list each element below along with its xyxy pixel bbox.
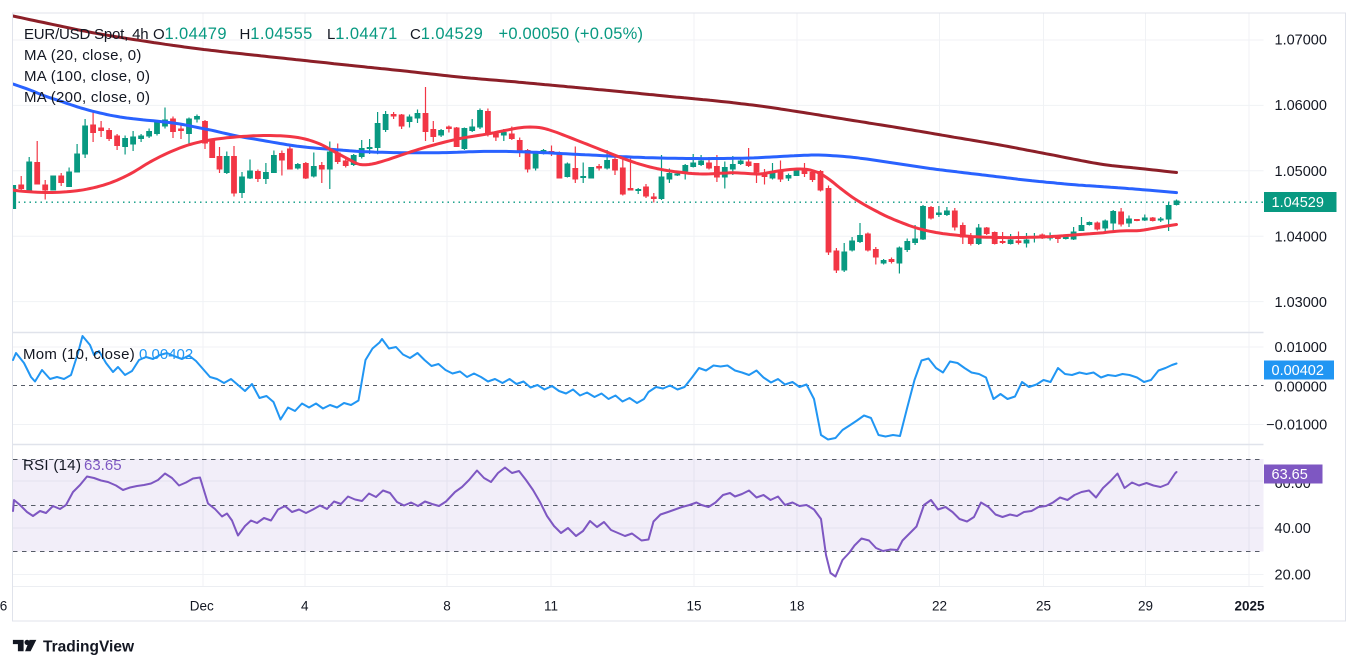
svg-text:−0.01000: −0.01000 bbox=[1266, 418, 1327, 434]
svg-text:1.05000: 1.05000 bbox=[1275, 164, 1327, 180]
svg-text:1.04000: 1.04000 bbox=[1275, 229, 1327, 245]
svg-text:63.65: 63.65 bbox=[1272, 467, 1308, 483]
svg-text:8: 8 bbox=[443, 599, 451, 614]
svg-text:1.03000: 1.03000 bbox=[1275, 295, 1327, 311]
svg-text:63.65: 63.65 bbox=[84, 457, 122, 474]
svg-text:Mom (10, close): Mom (10, close) bbox=[23, 346, 135, 363]
svg-text:6: 6 bbox=[0, 599, 7, 614]
svg-text:22: 22 bbox=[932, 599, 947, 614]
svg-text:29: 29 bbox=[1138, 599, 1153, 614]
svg-text:0.00000: 0.00000 bbox=[1275, 380, 1327, 396]
svg-text:20.00: 20.00 bbox=[1275, 568, 1311, 584]
svg-text:C: C bbox=[410, 26, 421, 43]
svg-text:+0.00050 (+0.05%): +0.00050 (+0.05%) bbox=[499, 25, 644, 43]
svg-text:TradingView: TradingView bbox=[43, 639, 135, 656]
svg-text:RSI (14): RSI (14) bbox=[23, 457, 81, 474]
svg-text:15: 15 bbox=[686, 599, 701, 614]
svg-text:40.00: 40.00 bbox=[1275, 521, 1311, 537]
svg-text:Dec: Dec bbox=[190, 599, 214, 614]
svg-text:18: 18 bbox=[789, 599, 804, 614]
svg-text:H: H bbox=[240, 26, 251, 43]
svg-text:0.00402: 0.00402 bbox=[139, 346, 193, 363]
svg-text:L: L bbox=[327, 26, 335, 43]
svg-text:MA (20, close, 0): MA (20, close, 0) bbox=[24, 47, 142, 64]
svg-text:0.00402: 0.00402 bbox=[1272, 363, 1324, 379]
svg-text:EUR/USD Spot, 4h: EUR/USD Spot, 4h bbox=[24, 26, 148, 43]
svg-text:MA (200, close, 0): MA (200, close, 0) bbox=[24, 89, 150, 106]
svg-text:1.06000: 1.06000 bbox=[1275, 98, 1327, 114]
svg-text:1.07000: 1.07000 bbox=[1275, 32, 1327, 48]
svg-text:2025: 2025 bbox=[1234, 599, 1265, 614]
svg-text:1.04529: 1.04529 bbox=[1272, 195, 1324, 211]
svg-text:O: O bbox=[153, 26, 165, 43]
svg-text:1.04529: 1.04529 bbox=[421, 25, 483, 43]
svg-text:1.04479: 1.04479 bbox=[165, 25, 227, 43]
svg-text:1.04471: 1.04471 bbox=[335, 25, 397, 43]
svg-text:1.04555: 1.04555 bbox=[250, 25, 312, 43]
svg-text:25: 25 bbox=[1036, 599, 1051, 614]
svg-text:11: 11 bbox=[544, 599, 558, 614]
svg-text:4: 4 bbox=[301, 599, 309, 614]
svg-text:MA (100, close, 0): MA (100, close, 0) bbox=[24, 68, 150, 85]
svg-text:0.01000: 0.01000 bbox=[1275, 340, 1327, 356]
